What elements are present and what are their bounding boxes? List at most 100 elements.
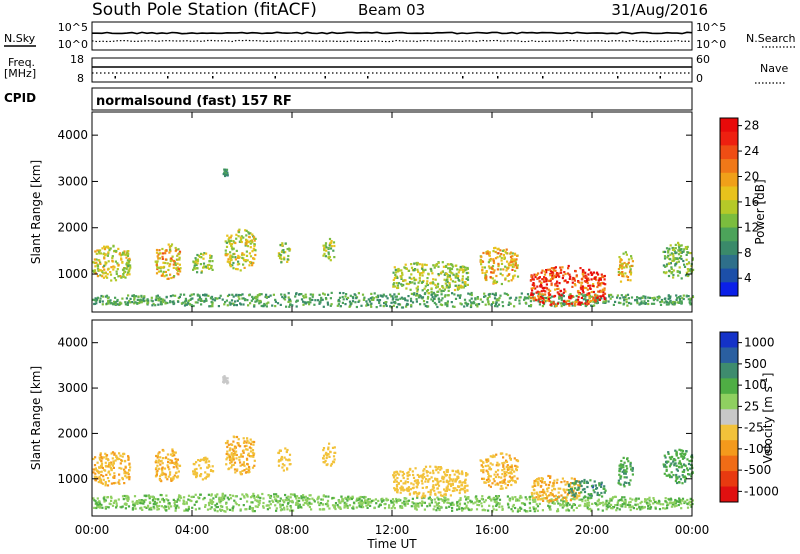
echo-cell <box>640 500 643 503</box>
echo-cell <box>420 296 423 299</box>
echo-cell <box>248 505 252 508</box>
echo-cell <box>374 498 377 501</box>
echo-cell <box>608 293 611 297</box>
echo-cell <box>243 259 246 262</box>
echo-cell <box>361 293 365 296</box>
echo-cell <box>404 504 407 507</box>
echo-cell <box>563 271 566 274</box>
echo-cell <box>206 508 210 511</box>
echo-cell <box>322 447 326 450</box>
echo-cell <box>619 477 622 480</box>
echo-cell <box>243 440 246 443</box>
echo-cell <box>565 488 569 491</box>
echo-cell <box>678 448 681 451</box>
echo-cell <box>483 266 486 269</box>
echo-cell <box>642 506 645 509</box>
echo-cell <box>279 497 282 500</box>
echo-cell <box>253 257 256 261</box>
echo-cell <box>589 497 592 500</box>
echo-cell <box>487 480 490 483</box>
echo-cell <box>318 300 321 303</box>
echo-cell <box>218 496 221 499</box>
echo-cell <box>625 481 628 484</box>
echo-cell <box>341 295 344 299</box>
echo-cell <box>102 497 105 500</box>
echo-cell <box>234 258 237 261</box>
echo-cell <box>487 265 491 268</box>
echo-cell <box>476 297 479 300</box>
echo-cell <box>352 505 355 508</box>
echo-cell <box>241 463 244 466</box>
echo-cell <box>434 264 438 267</box>
echo-cell <box>507 262 510 265</box>
echo-cell <box>332 455 336 458</box>
echo-cell <box>107 470 111 473</box>
echo-cell <box>475 498 478 501</box>
echo-cell <box>680 507 683 510</box>
echo-cell <box>107 246 110 249</box>
echo-cell <box>444 473 447 476</box>
echo-cell <box>102 456 105 459</box>
echo-cell <box>131 508 134 511</box>
echo-cell <box>436 479 439 482</box>
echo-cell <box>603 274 606 278</box>
echo-cell <box>405 282 408 285</box>
echo-cell <box>243 253 246 256</box>
echo-cell <box>189 298 192 301</box>
echo-cell <box>118 466 121 470</box>
echo-cell <box>234 294 238 297</box>
echo-cell <box>274 298 277 301</box>
echo-cell <box>248 465 251 469</box>
echo-cell <box>418 272 421 275</box>
echo-cell <box>360 499 363 502</box>
echo-cell <box>288 249 291 252</box>
echo-cell <box>106 484 110 487</box>
echo-cell <box>445 486 448 489</box>
echo-cell <box>680 466 683 469</box>
echo-cell <box>223 168 227 171</box>
echo-cell <box>432 472 435 475</box>
echo-cell <box>465 506 468 509</box>
echo-cell <box>624 472 627 475</box>
echo-cell <box>486 252 489 255</box>
echo-cell <box>437 497 440 500</box>
echo-cell <box>535 503 538 506</box>
echo-cell <box>537 292 540 295</box>
echo-cell <box>575 480 578 483</box>
echo-cell <box>504 250 507 253</box>
echo-cell <box>215 495 218 498</box>
echo-cell <box>551 484 554 488</box>
echo-cell <box>193 266 196 269</box>
echo-cell <box>207 464 210 467</box>
echo-cell <box>508 456 512 459</box>
echo-cell <box>649 506 653 509</box>
echo-cell <box>568 273 571 276</box>
echo-cell <box>102 478 105 481</box>
colorbar-tick-label: 8 <box>744 246 752 260</box>
echo-cell <box>446 501 449 504</box>
echo-cell <box>490 266 493 269</box>
echo-cell <box>324 459 327 462</box>
echo-cell <box>161 473 164 476</box>
echo-cell <box>646 498 649 501</box>
echo-cell <box>515 296 518 299</box>
echo-cell <box>203 299 206 303</box>
echo-cell <box>226 294 230 298</box>
echo-cell <box>170 276 173 280</box>
echo-cell <box>567 267 570 270</box>
echo-cell <box>105 302 109 305</box>
colorbar-segment <box>720 378 738 395</box>
echo-cell <box>542 289 546 292</box>
echo-cell <box>159 270 162 273</box>
echo-cell <box>189 303 192 306</box>
echo-cell <box>104 469 107 472</box>
echo-cell <box>159 475 162 478</box>
echo-cell <box>467 292 470 295</box>
echo-cell <box>539 498 542 501</box>
echo-cell <box>133 297 136 300</box>
echo-cell <box>653 501 657 504</box>
echo-cell <box>663 301 666 304</box>
echo-cell <box>567 492 570 496</box>
echo-cell <box>541 490 544 494</box>
echo-cell <box>564 483 567 486</box>
